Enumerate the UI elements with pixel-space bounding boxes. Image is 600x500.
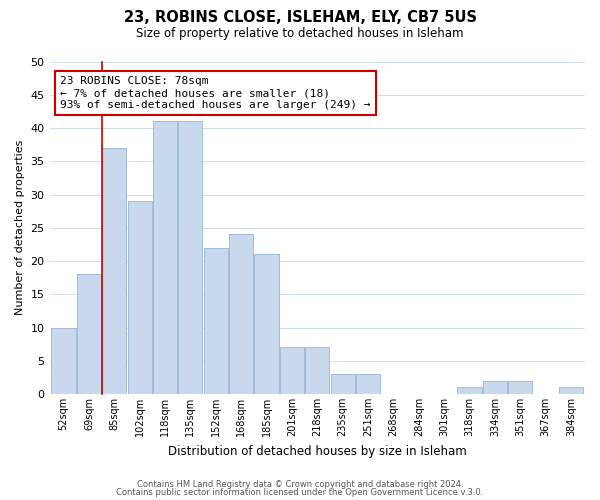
Bar bbox=[305, 348, 329, 394]
Text: Size of property relative to detached houses in Isleham: Size of property relative to detached ho… bbox=[136, 28, 464, 40]
Bar bbox=[77, 274, 101, 394]
Bar bbox=[52, 328, 76, 394]
Bar bbox=[331, 374, 355, 394]
Bar bbox=[204, 248, 228, 394]
Bar bbox=[178, 122, 202, 394]
Bar bbox=[254, 254, 278, 394]
Text: 23, ROBINS CLOSE, ISLEHAM, ELY, CB7 5US: 23, ROBINS CLOSE, ISLEHAM, ELY, CB7 5US bbox=[124, 10, 476, 25]
Bar bbox=[457, 388, 482, 394]
Bar bbox=[280, 348, 304, 394]
Bar bbox=[128, 201, 152, 394]
Y-axis label: Number of detached properties: Number of detached properties bbox=[15, 140, 25, 316]
X-axis label: Distribution of detached houses by size in Isleham: Distribution of detached houses by size … bbox=[168, 444, 467, 458]
Bar bbox=[229, 234, 253, 394]
Bar bbox=[153, 122, 177, 394]
Bar bbox=[483, 380, 507, 394]
Text: Contains public sector information licensed under the Open Government Licence v.: Contains public sector information licen… bbox=[116, 488, 484, 497]
Text: Contains HM Land Registry data © Crown copyright and database right 2024.: Contains HM Land Registry data © Crown c… bbox=[137, 480, 463, 489]
Bar bbox=[356, 374, 380, 394]
Text: 23 ROBINS CLOSE: 78sqm
← 7% of detached houses are smaller (18)
93% of semi-deta: 23 ROBINS CLOSE: 78sqm ← 7% of detached … bbox=[60, 76, 371, 110]
Bar bbox=[508, 380, 532, 394]
Bar bbox=[102, 148, 127, 394]
Bar bbox=[559, 388, 583, 394]
